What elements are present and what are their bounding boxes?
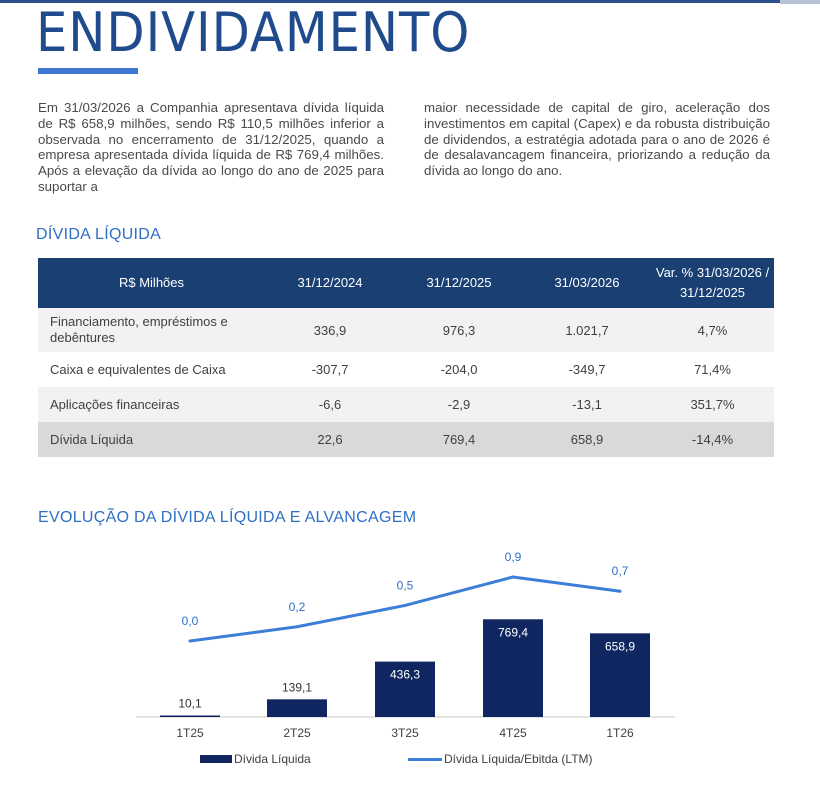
row-label: Caixa e equivalentes de Caixa [38, 352, 265, 387]
leverage-point [403, 603, 407, 607]
table-cell: 71,4% [651, 352, 774, 387]
table-cell: 336,9 [265, 308, 395, 352]
table-cell: 22,6 [265, 422, 395, 457]
table-cell: 4,7% [651, 308, 774, 352]
top-border [0, 0, 820, 3]
table-cell: -204,0 [395, 352, 523, 387]
table-row: Caixa e equivalentes de Caixa -307,7 -20… [38, 352, 774, 387]
bar-1T26 [590, 633, 650, 717]
legend-bar-swatch [200, 755, 232, 763]
leverage-value-label: 0,0 [182, 614, 199, 628]
header-cell: R$ Milhões [38, 258, 265, 308]
leverage-point [188, 639, 192, 643]
bar-2T25 [267, 699, 327, 717]
x-tick-label: 4T25 [499, 726, 527, 740]
leverage-point [511, 575, 515, 579]
table-row: Aplicações financeiras -6,6 -2,9 -13,1 3… [38, 387, 774, 422]
x-tick-label: 2T25 [283, 726, 311, 740]
legend-line-swatch [408, 757, 442, 761]
legend-item-bars: Dívida Líquida [200, 752, 311, 766]
leverage-value-label: 0,7 [612, 564, 629, 578]
bar-value-label: 139,1 [282, 680, 312, 694]
table-cell: -2,9 [395, 387, 523, 422]
table-row-total: Dívida Líquida 22,6 769,4 658,9 -14,4% [38, 422, 774, 457]
table-cell: -13,1 [523, 387, 651, 422]
title-underline [38, 68, 138, 74]
table-cell: 1.021,7 [523, 308, 651, 352]
leverage-point [618, 589, 622, 593]
row-label: Financiamento, empréstimos e debêntures [38, 308, 265, 352]
intro-paragraph-left: Em 31/03/2026 a Companhia apresentava dí… [38, 100, 384, 194]
page-title: ENDIVIDAMENTO [36, 1, 471, 64]
bar-value-label: 769,4 [498, 625, 528, 639]
debt-table: R$ Milhões 31/12/2024 31/12/2025 31/03/2… [38, 258, 774, 457]
table-cell: -14,4% [651, 422, 774, 457]
leverage-value-label: 0,2 [289, 600, 306, 614]
header-cell: 31/03/2026 [523, 258, 651, 308]
table-cell: -6,6 [265, 387, 395, 422]
leverage-value-label: 0,9 [505, 550, 522, 564]
debt-leverage-chart: 10,1 139,1 436,3 769,4 658,9 1T25 2T25 3T25 4T25… [136, 550, 675, 740]
table-cell: 769,4 [395, 422, 523, 457]
table-header-row: R$ Milhões 31/12/2024 31/12/2025 31/03/2… [38, 258, 774, 308]
debt-section-title: DÍVIDA LÍQUIDA [36, 226, 162, 243]
row-label: Aplicações financeiras [38, 387, 265, 422]
top-corner-accent [780, 0, 820, 4]
header-cell: Var. % 31/03/2026 / 31/12/2025 [651, 258, 774, 308]
intro-paragraph-right: maior necessidade de capital de giro, ac… [424, 100, 770, 179]
chart-section-title: EVOLUÇÃO DA DÍVIDA LÍQUIDA E ALVANCAGEM [38, 509, 417, 526]
bar-value-label: 436,3 [390, 668, 420, 682]
legend-label: Dívida Líquida/Ebitda (LTM) [444, 752, 593, 766]
leverage-point [295, 625, 299, 629]
bar-1T25 [160, 715, 220, 717]
header-cell: 31/12/2024 [265, 258, 395, 308]
bar-value-label: 658,9 [605, 639, 635, 653]
x-tick-label: 3T25 [391, 726, 419, 740]
bar-3T25 [375, 661, 435, 717]
table-row: Financiamento, empréstimos e debêntures … [38, 308, 774, 352]
table-cell: -307,7 [265, 352, 395, 387]
row-label: Dívida Líquida [38, 422, 265, 457]
bar-4T25 [483, 619, 543, 717]
header-cell: 31/12/2025 [395, 258, 523, 308]
legend-item-line: Dívida Líquida/Ebitda (LTM) [408, 752, 593, 766]
table-cell: 658,9 [523, 422, 651, 457]
table-cell: 976,3 [395, 308, 523, 352]
bar-value-label: 10,1 [178, 697, 202, 711]
table-cell: -349,7 [523, 352, 651, 387]
leverage-value-label: 0,5 [397, 578, 414, 592]
table-cell: 351,7% [651, 387, 774, 422]
legend-label: Dívida Líquida [234, 752, 311, 766]
x-tick-label: 1T26 [606, 726, 634, 740]
x-tick-label: 1T25 [176, 726, 204, 740]
